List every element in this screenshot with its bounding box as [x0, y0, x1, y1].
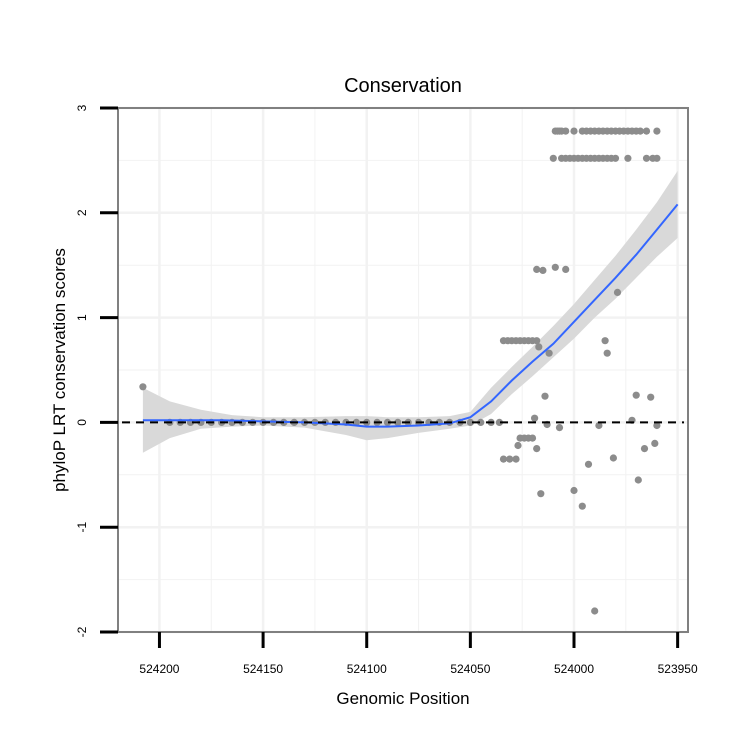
data-point: [578, 502, 586, 510]
data-point: [636, 127, 644, 135]
confidence-band: [142, 170, 678, 453]
x-tick-label: 524050: [450, 662, 490, 676]
data-point: [535, 343, 543, 351]
data-point: [139, 383, 147, 391]
y-axis-label: phyloP LRT conservation scores: [50, 248, 69, 492]
data-point: [634, 476, 642, 484]
data-point: [394, 418, 402, 426]
data-point: [383, 418, 392, 426]
data-point: [499, 455, 508, 463]
x-tick-label: 524150: [243, 662, 283, 676]
data-point: [531, 414, 539, 422]
data-point: [539, 266, 547, 274]
data-point: [495, 418, 503, 426]
data-point: [642, 127, 651, 135]
data-point: [537, 490, 545, 498]
x-tick-label: 524200: [139, 662, 179, 676]
data-point: [562, 127, 570, 135]
data-point: [512, 455, 520, 463]
x-axis-label: Genomic Position: [336, 689, 469, 708]
data-point: [506, 455, 514, 463]
data-point: [613, 288, 622, 296]
x-tick-label: 523950: [658, 662, 698, 676]
data-point: [647, 393, 655, 401]
data-point: [555, 424, 564, 432]
data-point: [603, 349, 611, 357]
data-point: [551, 263, 559, 271]
y-tick-label: 0: [75, 419, 89, 426]
data-point: [611, 154, 620, 162]
data-point: [570, 127, 578, 135]
data-point: [653, 127, 661, 135]
panel-border: [117, 107, 689, 633]
data-point: [533, 265, 541, 273]
data-point: [601, 337, 609, 345]
data-point: [562, 265, 570, 273]
data-point: [514, 441, 522, 450]
y-tick-label: -2: [75, 626, 89, 637]
x-tick-label: 524000: [554, 662, 594, 676]
chart-title: Conservation: [344, 75, 462, 97]
data-point: [533, 337, 541, 345]
y-tick-label: 3: [75, 104, 89, 111]
data-point: [570, 486, 578, 495]
data-point: [632, 391, 640, 399]
data-point: [528, 434, 537, 442]
y-tick-label: -1: [75, 522, 89, 533]
data-point: [591, 607, 599, 615]
data-point: [541, 392, 549, 400]
y-tick-label: 1: [75, 314, 89, 321]
data-point: [653, 421, 661, 430]
data-point: [653, 154, 661, 162]
data-point: [609, 454, 618, 462]
y-tick-label: 2: [75, 209, 89, 216]
data-point: [533, 445, 541, 453]
x-tick-label: 524100: [347, 662, 387, 676]
data-point: [651, 439, 659, 447]
data-point: [466, 418, 474, 426]
data-point: [549, 154, 557, 162]
data-point: [624, 154, 632, 162]
data-point: [584, 460, 593, 468]
data-point: [477, 418, 485, 426]
data-point: [642, 154, 651, 162]
data-point: [545, 349, 553, 357]
data-point: [352, 418, 360, 426]
data-point: [595, 421, 603, 430]
data-point: [640, 445, 649, 453]
